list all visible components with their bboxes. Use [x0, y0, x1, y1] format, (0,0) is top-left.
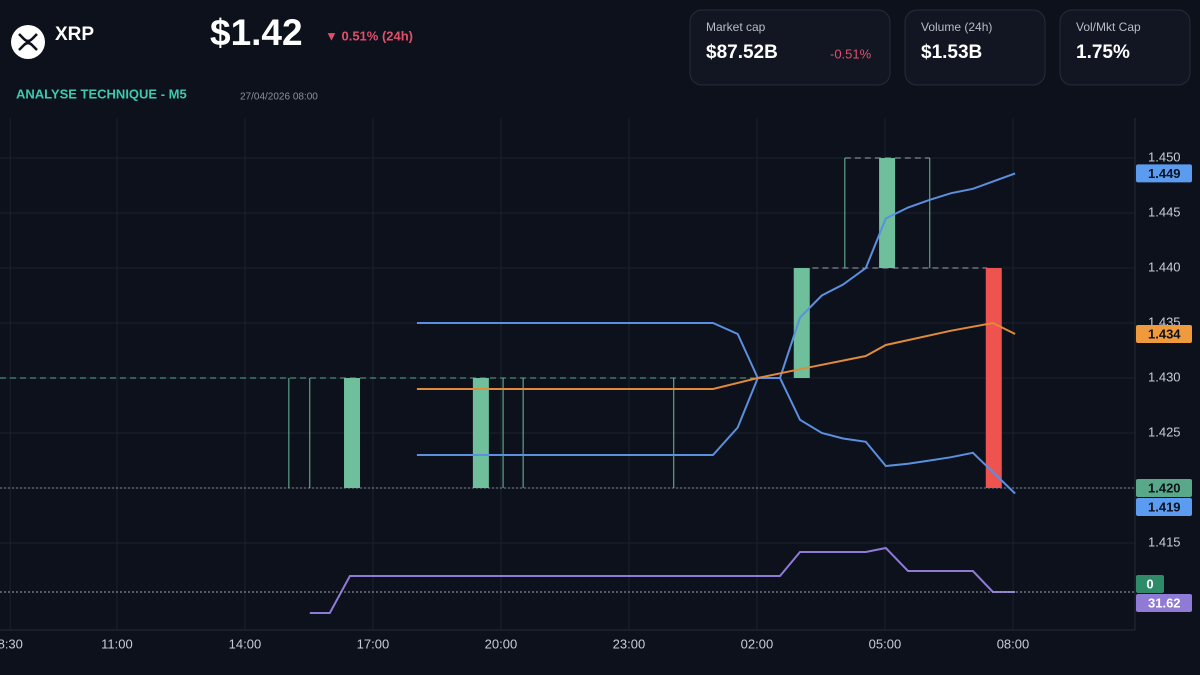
y-tick-label: 1.450 [1148, 149, 1181, 164]
logo [11, 25, 45, 59]
x-tick-label: 08:00 [997, 636, 1030, 651]
volume-tag [1136, 575, 1164, 593]
oscillator-line [309, 546, 1016, 614]
chart-title: ANALYSE TECHNIQUE - M5 [16, 86, 187, 101]
x-tick-label: 23:00 [613, 636, 646, 651]
candle-body [879, 158, 896, 269]
price-tag [1136, 479, 1192, 498]
candle-body [472, 378, 489, 489]
grid [0, 118, 1135, 630]
stat-value: $87.52B [706, 42, 778, 63]
y-tick-label: 1.445 [1148, 204, 1181, 219]
stat-label: Market cap [706, 20, 766, 34]
y-tick-label: 1.415 [1148, 534, 1181, 549]
stat-change: -0.51% [830, 46, 872, 61]
oscillator-tag [1136, 594, 1192, 612]
x-tick-label: 02:00 [741, 636, 774, 651]
candle-body [985, 268, 1002, 489]
price-tag-label: 1.420 [1148, 480, 1181, 495]
candle-body [793, 268, 810, 379]
stat-label: Vol/Mkt Cap [1076, 20, 1141, 34]
stat-value: $1.53B [921, 42, 982, 63]
indicator-line [416, 321, 1016, 390]
logo-glyph [18, 33, 38, 51]
price-tag-label: 1.449 [1148, 166, 1181, 181]
x-tick-label: 20:00 [485, 636, 518, 651]
candle-body [344, 378, 361, 489]
indicator-line [416, 172, 1016, 379]
stat-card [689, 9, 891, 86]
stat-label: Volume (24h) [921, 20, 992, 34]
price-tag [1136, 325, 1192, 344]
x-tick-label: 17:00 [357, 636, 390, 651]
stat-card [904, 9, 1046, 86]
x-tick-label: 14:00 [229, 636, 262, 651]
volume-tag-label: 0 [1146, 576, 1153, 591]
indicator-line [416, 377, 1016, 495]
stat-card [1059, 9, 1191, 86]
y-tick-label: 1.440 [1148, 259, 1181, 274]
x-tick-label: 8:30 [0, 636, 23, 651]
price-tag-label: 1.434 [1148, 326, 1181, 341]
price-tag [1136, 498, 1192, 517]
stat-value: 1.75% [1076, 42, 1130, 63]
x-tick-label: 11:00 [101, 636, 133, 651]
symbol: XRP [55, 24, 94, 45]
plot [0, 157, 1135, 614]
price: $1.42 [210, 12, 303, 53]
chart-subtitle: 27/04/2026 08:00 [240, 92, 318, 103]
y-tick-label: 1.430 [1148, 369, 1181, 384]
x-tick-label: 05:00 [869, 636, 902, 651]
axes: 8:30 11:00 14:00 17:00 20:00 23:00 02:00 05:00 0… [0, 149, 1192, 651]
price-tag-label: 1.419 [1148, 499, 1181, 514]
y-tick-label: 1.425 [1148, 424, 1181, 439]
price-tag [1136, 164, 1192, 183]
oscillator-tag-label: 31.62 [1148, 595, 1181, 610]
price-change: ▼ 0.51% (24h) [325, 28, 413, 43]
